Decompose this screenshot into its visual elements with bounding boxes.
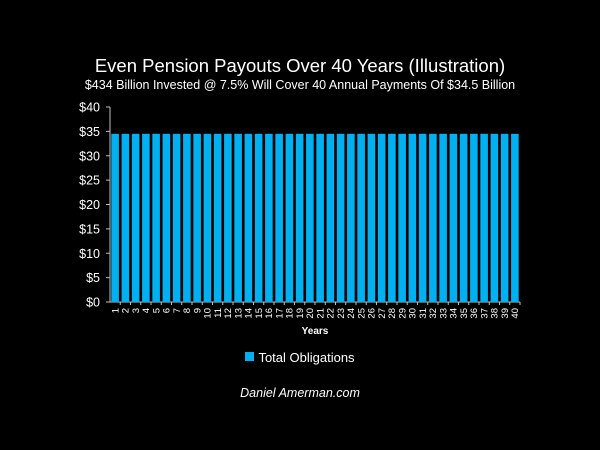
- bar: [121, 133, 130, 302]
- bar: [398, 133, 406, 302]
- y-tick-label: $15: [79, 222, 100, 236]
- x-tick-label: 33: [438, 308, 449, 319]
- bar: [285, 133, 294, 302]
- legend-swatch: [245, 352, 255, 361]
- y-tick-label: $35: [79, 125, 100, 139]
- x-tick-label: 3: [131, 308, 142, 313]
- bar: [357, 133, 365, 302]
- bar: [388, 133, 396, 302]
- x-tick-label: 38: [490, 308, 501, 319]
- bar: [203, 133, 212, 302]
- x-tick-label: 34: [449, 308, 460, 319]
- x-tick-label: 28: [387, 308, 398, 319]
- bar: [367, 133, 376, 302]
- x-tick-label: 16: [264, 308, 275, 319]
- y-tick-label: $40: [79, 101, 100, 115]
- x-tick-label: 39: [500, 308, 511, 319]
- bar: [418, 133, 427, 302]
- x-tick-label: 12: [223, 308, 234, 319]
- bar: [336, 133, 345, 302]
- x-tick-label: 11: [213, 308, 224, 318]
- legend-label: Total Obligations: [258, 350, 355, 365]
- legend: Total Obligations: [0, 350, 600, 366]
- x-tick-label: 30: [408, 308, 419, 319]
- bar: [172, 133, 181, 302]
- bar: [265, 133, 273, 302]
- bar: [470, 133, 478, 302]
- x-tick-label: 37: [479, 308, 490, 319]
- bar: [459, 133, 468, 302]
- x-tick-label: 1: [110, 308, 121, 313]
- x-tick-label: 21: [315, 308, 326, 319]
- x-tick-label: 8: [182, 308, 193, 313]
- x-tick-label: 32: [428, 308, 439, 319]
- bar: [326, 133, 335, 302]
- x-tick-label: 23: [336, 308, 347, 319]
- bar: [377, 133, 386, 302]
- x-tick-label: 40: [510, 308, 521, 319]
- x-tick-label: 13: [233, 308, 244, 319]
- x-tick-label: 29: [397, 308, 408, 319]
- bar: [511, 133, 519, 302]
- x-axis-title: Years: [302, 326, 329, 337]
- bar: [429, 133, 437, 302]
- x-tick-label: 26: [367, 308, 378, 319]
- x-tick-label: 10: [203, 308, 214, 319]
- x-tick-label: 5: [151, 308, 162, 313]
- bar: [500, 133, 509, 302]
- bar: [254, 133, 263, 302]
- y-tick-label: $10: [79, 247, 100, 261]
- bar: [244, 133, 253, 302]
- x-tick-label: 4: [141, 308, 152, 313]
- x-tick-label: 15: [254, 308, 265, 319]
- bar: [347, 133, 355, 302]
- x-tick-label: 31: [418, 308, 429, 319]
- bar: [213, 133, 222, 302]
- x-tick-label: 20: [305, 308, 316, 319]
- bar: [295, 133, 304, 302]
- bar: [111, 133, 119, 302]
- y-tick-label: $30: [79, 149, 100, 163]
- y-tick-label: $5: [86, 271, 100, 285]
- bar: [449, 133, 458, 302]
- x-tick-label: 19: [295, 308, 306, 319]
- bar: [131, 133, 140, 302]
- y-tick-label: $20: [79, 198, 100, 212]
- bar: [193, 133, 201, 302]
- bar: [234, 133, 242, 302]
- x-tick-label: 7: [172, 308, 183, 313]
- x-tick-label: 9: [192, 308, 203, 313]
- x-tick-label: 14: [244, 308, 255, 319]
- bar: [408, 133, 417, 302]
- x-tick-label: 36: [469, 308, 480, 319]
- x-tick-label: 25: [356, 308, 367, 319]
- x-tick-label: 22: [326, 308, 337, 319]
- y-tick-label: $0: [86, 296, 100, 310]
- bar: [490, 133, 499, 302]
- bar: [480, 133, 488, 302]
- y-tick-label: $25: [79, 174, 100, 188]
- bar: [275, 133, 283, 302]
- footer-credit: Daniel Amerman.com: [240, 386, 360, 400]
- bar: [316, 133, 324, 302]
- x-tick-label: 17: [274, 308, 285, 319]
- x-tick-label: 27: [377, 308, 388, 319]
- x-tick-label: 2: [121, 308, 132, 313]
- bar: [183, 133, 191, 302]
- bar: [162, 133, 171, 302]
- x-tick-label: 35: [459, 308, 470, 319]
- bar: [439, 133, 447, 302]
- x-tick-label: 6: [162, 308, 173, 313]
- bar: [152, 133, 160, 302]
- bar: [224, 133, 232, 302]
- x-tick-label: 24: [346, 308, 357, 319]
- bar: [306, 133, 314, 302]
- x-tick-label: 18: [285, 308, 296, 319]
- bar: [142, 133, 150, 302]
- chart-subtitle: $434 Billion Invested @ 7.5% Will Cover …: [84, 78, 516, 92]
- chart-title: Even Pension Payouts Over 40 Years (Illu…: [94, 55, 506, 76]
